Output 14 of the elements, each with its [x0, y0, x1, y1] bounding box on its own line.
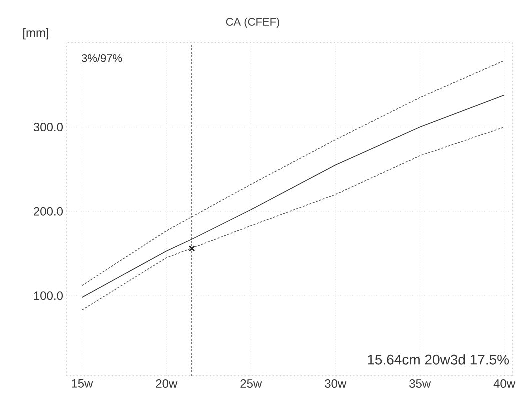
- y-tick-label: 200.0: [34, 207, 63, 216]
- x-tick-label: 30w: [325, 380, 347, 388]
- x-tick-label: 40w: [494, 380, 516, 388]
- annotation: 15.64cm 20w3d 17.5%: [368, 354, 510, 365]
- x-tick-label: 15w: [72, 380, 94, 388]
- y-axis-title: [mm]: [24, 28, 48, 40]
- annotation: 3%/97%: [82, 54, 122, 62]
- line-series: [82, 126, 505, 311]
- x-tick-label: 20w: [156, 380, 178, 388]
- x-tick-label: 35w: [410, 380, 432, 388]
- chart-title: CA (CFEF): [226, 18, 280, 28]
- y-tick-label: 100.0: [34, 292, 63, 300]
- y-tick-label: 300.0: [34, 123, 63, 132]
- x-tick-label: 25w: [240, 380, 262, 388]
